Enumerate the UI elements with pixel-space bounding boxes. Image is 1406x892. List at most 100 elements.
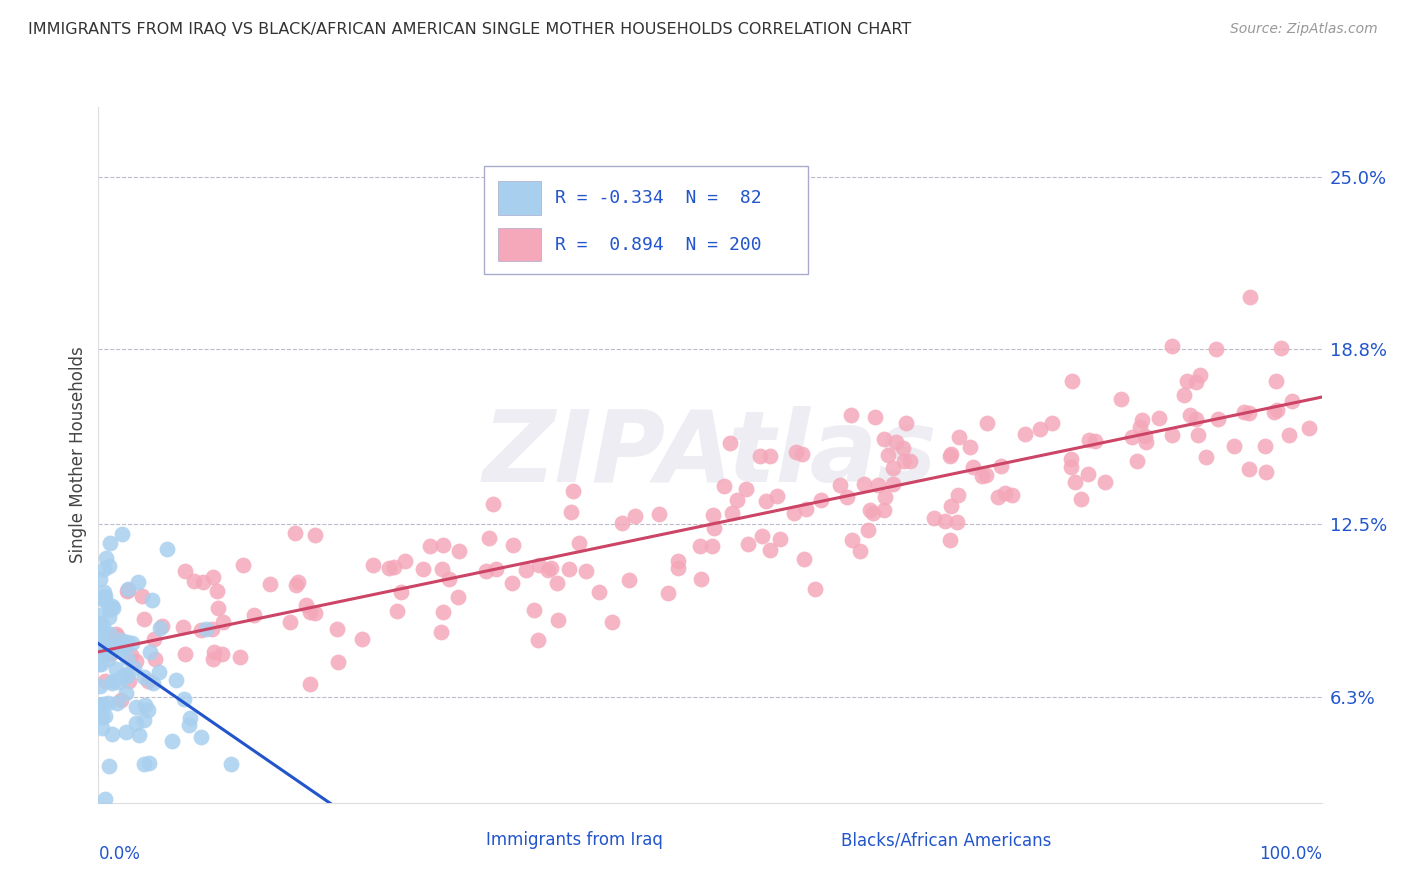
Point: [179, 718, 201, 732]
Point: [97, 696, 120, 710]
FancyBboxPatch shape: [498, 228, 541, 261]
Point: [482, 497, 505, 511]
Point: [104, 643, 127, 657]
Point: [93, 584, 115, 599]
Point: [87, 616, 110, 631]
Point: [1263, 405, 1285, 419]
Point: [98, 535, 121, 549]
Point: [755, 494, 778, 508]
Point: [142, 676, 165, 690]
Point: [201, 622, 224, 636]
Point: [794, 501, 817, 516]
Point: [219, 756, 242, 771]
Text: R =  0.894  N = 200: R = 0.894 N = 200: [555, 235, 761, 254]
Point: [294, 598, 316, 612]
Point: [132, 612, 155, 626]
Point: [202, 570, 225, 584]
Point: [87, 698, 110, 712]
Point: [1298, 421, 1320, 435]
Point: [830, 478, 852, 492]
Point: [1184, 375, 1206, 389]
Point: [115, 686, 138, 700]
Point: [859, 503, 882, 517]
Point: [103, 601, 125, 615]
Point: [101, 599, 124, 613]
Point: [1147, 411, 1170, 425]
Point: [304, 606, 326, 620]
Point: [110, 642, 132, 657]
Point: [1239, 290, 1261, 304]
Point: [190, 623, 212, 637]
Point: [1223, 439, 1246, 453]
Point: [972, 468, 994, 483]
Point: [648, 507, 671, 521]
Point: [382, 560, 405, 574]
Point: [721, 506, 744, 520]
Point: [612, 516, 634, 531]
Point: [600, 615, 623, 630]
Point: [523, 603, 546, 617]
Point: [94, 708, 117, 723]
Point: [115, 650, 138, 665]
Point: [207, 601, 229, 615]
Point: [97, 652, 120, 666]
Point: [93, 593, 115, 607]
Point: [91, 710, 114, 724]
Point: [117, 582, 139, 596]
Point: [959, 440, 981, 454]
Point: [700, 539, 723, 553]
Point: [111, 526, 134, 541]
Point: [891, 441, 914, 455]
Point: [475, 564, 498, 578]
Point: [93, 792, 115, 806]
Point: [1040, 416, 1063, 430]
Point: [1014, 426, 1036, 441]
Point: [1270, 341, 1292, 355]
Point: [285, 578, 308, 592]
Point: [115, 583, 138, 598]
Point: [284, 525, 307, 540]
Point: [873, 433, 896, 447]
Point: [98, 648, 121, 662]
Point: [668, 561, 690, 575]
Point: [105, 696, 128, 710]
Point: [361, 558, 384, 573]
Point: [1195, 450, 1218, 464]
Point: [835, 490, 858, 504]
Point: [89, 657, 111, 672]
Point: [793, 552, 815, 566]
Text: IMMIGRANTS FROM IRAQ VS BLACK/AFRICAN AMERICAN SINGLE MOTHER HOUSEHOLDS CORRELAT: IMMIGRANTS FROM IRAQ VS BLACK/AFRICAN AM…: [28, 22, 911, 37]
Point: [689, 540, 711, 554]
Point: [90, 640, 112, 655]
Point: [1254, 439, 1277, 453]
Point: [201, 652, 224, 666]
Point: [93, 593, 115, 607]
Point: [1188, 368, 1211, 382]
Point: [1029, 422, 1052, 436]
Point: [865, 409, 887, 424]
Point: [568, 535, 591, 549]
Point: [132, 757, 155, 772]
Point: [751, 529, 773, 543]
Point: [1256, 466, 1278, 480]
Point: [718, 436, 741, 450]
Point: [419, 540, 441, 554]
Point: [617, 573, 640, 587]
Point: [89, 642, 111, 657]
Point: [90, 632, 112, 647]
Point: [94, 637, 117, 651]
Point: [143, 652, 166, 666]
Point: [478, 531, 501, 545]
Point: [1094, 475, 1116, 490]
Point: [229, 650, 252, 665]
Point: [1078, 433, 1101, 447]
Point: [785, 445, 807, 459]
Point: [993, 486, 1015, 500]
Point: [304, 528, 326, 542]
Point: [117, 669, 139, 683]
Point: [862, 506, 884, 520]
Point: [934, 514, 956, 528]
Point: [134, 698, 156, 712]
FancyBboxPatch shape: [484, 166, 808, 274]
Point: [962, 460, 984, 475]
